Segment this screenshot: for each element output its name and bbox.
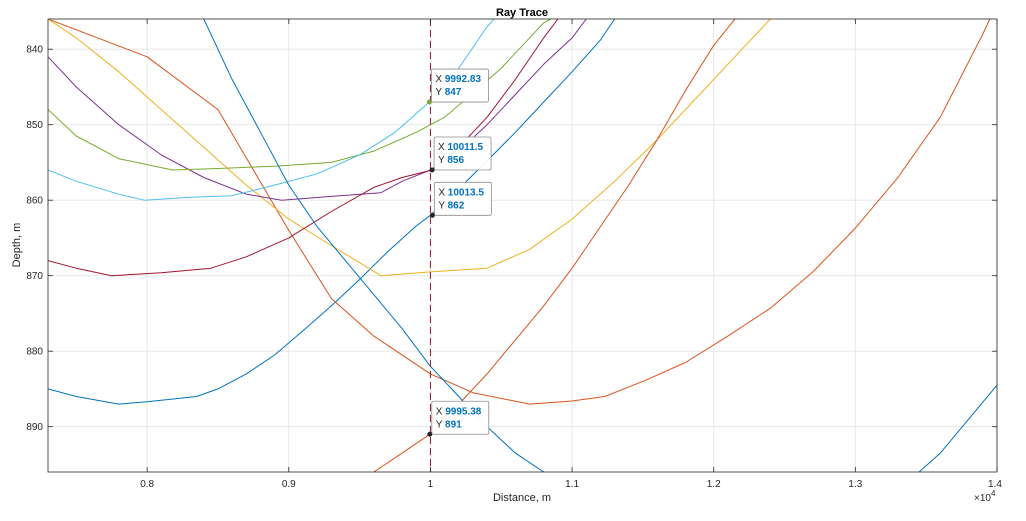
y-tick-label: 880 <box>26 347 43 358</box>
x-axis-label: Distance, m <box>493 492 551 504</box>
datatip-3[interactable]: X 10013.5Y 862 <box>429 181 492 218</box>
y-tick-label: 840 <box>26 45 43 56</box>
datatip-4[interactable]: X 9995.38Y 891 <box>427 400 490 437</box>
datatip-y-key: Y <box>435 87 444 98</box>
x-exponent-label: ×104 <box>974 489 996 504</box>
x-tick-labels: 0.8 0.9 1 1.1 1.2 1.3 1.4 <box>140 479 1002 490</box>
datatip-y-row: Y 891 <box>436 419 462 430</box>
y-tick-label: 860 <box>26 196 43 207</box>
series-line-1 <box>48 19 616 405</box>
datatip-y-key: Y <box>438 155 447 166</box>
x-tick-label: 0.8 <box>140 479 154 490</box>
datatip-box <box>433 181 492 216</box>
datatip-marker <box>429 212 435 218</box>
datatip-x-key: X <box>436 406 445 417</box>
datatip-marker <box>426 99 432 105</box>
x-tick-label: 1.3 <box>848 479 862 490</box>
x-tick-label: 1.1 <box>565 479 579 490</box>
datatip-x-value: 9992.83 <box>445 74 482 85</box>
datatip-y-row: Y 856 <box>438 155 464 166</box>
chart-title: Ray Trace <box>496 7 548 19</box>
x-exponent-power: 4 <box>991 489 996 498</box>
datatip-x-row: X 9992.83 <box>435 74 481 85</box>
datatip-x-key: X <box>435 74 444 85</box>
datatip-marker <box>427 431 433 437</box>
datatip-y-row: Y 862 <box>438 200 464 211</box>
datatip-x-row: X 10013.5 <box>438 187 484 198</box>
datatip-x-row: X 10011.5 <box>438 142 483 153</box>
datatip-x-key: X <box>438 187 447 198</box>
datatip-x-key: X <box>438 142 447 153</box>
series-line-10 <box>918 384 997 472</box>
datatip-x-row: X 9995.38 <box>436 406 482 417</box>
series-line-7 <box>48 19 559 277</box>
datatip-y-value: 891 <box>445 419 462 430</box>
x-exponent-base: ×10 <box>974 493 991 504</box>
series-line-3 <box>48 19 771 277</box>
datatip-y-value: 847 <box>445 87 462 98</box>
y-tick-label: 850 <box>26 120 43 131</box>
x-tick-label: 1 <box>428 479 434 490</box>
series-line-4 <box>48 19 587 201</box>
datatip-marker <box>429 167 435 173</box>
datatip-y-value: 856 <box>447 155 464 166</box>
series-line-5 <box>48 19 552 171</box>
datatip-y-value: 862 <box>448 200 465 211</box>
datatip-box <box>431 68 489 103</box>
x-tick-label: 1.2 <box>707 479 721 490</box>
x-tick-label: 0.9 <box>282 479 296 490</box>
datatip-y-row: Y 847 <box>435 87 461 98</box>
y-tick-labels: 840 850 860 870 880 890 <box>26 45 43 434</box>
datatip-1[interactable]: X 9992.83Y 847 <box>426 68 489 105</box>
datatip-x-value: 9995.38 <box>445 406 482 417</box>
x-tick-label: 1.4 <box>988 479 1002 490</box>
datatip-y-key: Y <box>436 419 445 430</box>
datatip-box <box>431 400 490 435</box>
y-tick-label: 890 <box>26 422 43 433</box>
datatip-x-value: 10011.5 <box>448 142 484 153</box>
datatip-y-key: Y <box>438 200 447 211</box>
y-tick-label: 870 <box>26 271 43 282</box>
ticks <box>48 19 998 472</box>
series-line-2 <box>48 19 991 405</box>
datatip-x-value: 10013.5 <box>448 187 485 198</box>
plot-frame <box>47 18 998 473</box>
datatip-2[interactable]: X 10011.5Y 856 <box>429 136 492 173</box>
y-axis-label: Depth, m <box>11 223 23 268</box>
datatip-box <box>433 136 492 171</box>
